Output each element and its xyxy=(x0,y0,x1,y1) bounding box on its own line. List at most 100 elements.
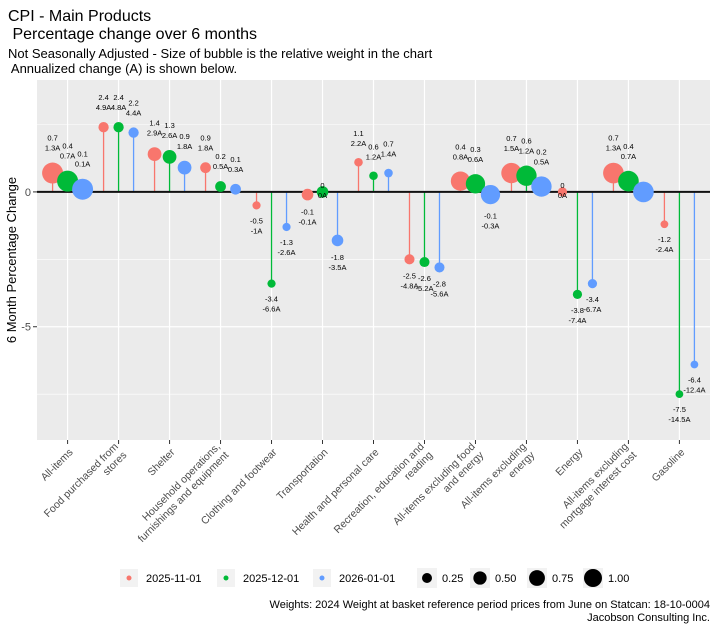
data-label-annualized: 0.5A xyxy=(213,162,228,171)
data-point-2025-12-01 xyxy=(215,181,226,192)
data-point-2025-12-01 xyxy=(369,171,378,181)
data-label-annualized: 4.4A xyxy=(126,108,141,117)
legend-color-dot xyxy=(319,575,325,581)
data-label-value: 0 xyxy=(320,181,324,190)
x-tick-label-line: Shelter xyxy=(145,446,177,478)
data-point-2026-01-01 xyxy=(72,178,94,200)
data-point-2025-11-01 xyxy=(660,220,669,229)
data-label-value: 0.3 xyxy=(470,145,480,154)
data-label-value: 0.9 xyxy=(179,132,189,141)
chart-subtitle: Not Seasonally Adjusted - Size of bubble… xyxy=(8,46,433,61)
data-point-2025-11-01 xyxy=(252,201,261,210)
data-point-2025-12-01 xyxy=(113,122,124,133)
y-tick-label: -5 xyxy=(21,322,31,334)
data-label-annualized: 0.1A xyxy=(75,160,90,169)
chart-caption-line2: Jacobson Consulting Inc. xyxy=(587,612,710,624)
data-label-annualized: -4.8A xyxy=(401,281,419,290)
chart-subtitle-line2: Annualized change (A) is shown below. xyxy=(8,61,237,76)
data-label-annualized: 0.3A xyxy=(228,165,243,174)
data-label-annualized: -0.1A xyxy=(299,217,317,226)
data-point-2026-01-01 xyxy=(282,222,291,232)
data-point-2025-11-01 xyxy=(557,187,568,197)
data-label-annualized: 1.8A xyxy=(177,142,192,151)
data-label-annualized: 1.8A xyxy=(198,143,213,152)
data-label-value: -1.8 xyxy=(331,253,344,262)
data-point-2025-12-01 xyxy=(316,186,329,198)
data-point-2025-11-01 xyxy=(501,162,522,184)
data-label-value: 0.6 xyxy=(521,137,531,146)
data-label-annualized: -14.5A xyxy=(668,415,690,424)
data-label-value: 0.6 xyxy=(368,142,378,151)
x-tick-label: Shelter xyxy=(145,446,177,478)
chart-title: CPI - Main Products xyxy=(8,8,151,25)
data-label-value: 2.4 xyxy=(98,93,108,102)
data-label-annualized: 0.5A xyxy=(534,157,549,166)
data-point-2025-11-01 xyxy=(301,188,314,201)
data-point-2025-11-01 xyxy=(147,147,162,162)
data-label-value: -2.5 xyxy=(403,271,416,280)
data-label-annualized: 1.3A xyxy=(45,144,60,153)
x-tick-label-line: Gasoline xyxy=(650,446,688,484)
data-label-value: 0.1 xyxy=(230,155,240,164)
chart-caption: Weights: 2024 Weight at basket reference… xyxy=(270,599,710,611)
data-label-annualized: 4.8A xyxy=(111,103,126,112)
x-tick-label: Transportation xyxy=(274,446,330,502)
data-label-value: 0.2 xyxy=(215,152,225,161)
data-point-2025-12-01 xyxy=(675,390,684,399)
data-point-2026-01-01 xyxy=(587,278,598,289)
x-tick-label: Gasoline xyxy=(650,446,688,484)
data-point-2026-01-01 xyxy=(230,183,241,195)
y-tick-label: 0 xyxy=(25,187,31,199)
x-tick-label-line: Energy xyxy=(553,446,586,479)
data-label-annualized: -5.2A xyxy=(416,284,434,293)
data-label-annualized: -7.4A xyxy=(568,316,586,325)
data-label-value: 0.1 xyxy=(77,150,87,159)
data-point-2026-01-01 xyxy=(434,262,445,273)
data-point-2025-11-01 xyxy=(404,254,415,265)
legend-size-circle xyxy=(529,570,545,586)
data-label-value: 0.9 xyxy=(200,133,210,142)
data-label-value: -0.1 xyxy=(301,207,314,216)
data-label-value: -1.3 xyxy=(280,238,293,247)
data-label-value: 0.7 xyxy=(383,140,393,149)
data-label-annualized: 0.7A xyxy=(621,152,636,161)
data-label-annualized: 0.6A xyxy=(468,155,483,164)
data-label-value: 0.4 xyxy=(455,142,465,151)
data-label-value: -2.8 xyxy=(433,279,446,288)
legend-size-label: 0.50 xyxy=(495,573,516,585)
data-label-value: -3.8 xyxy=(571,306,584,315)
data-point-2025-12-01 xyxy=(465,174,486,194)
data-label-value: 0.4 xyxy=(62,142,72,151)
data-point-2026-01-01 xyxy=(531,176,552,197)
data-point-2025-12-01 xyxy=(516,165,537,186)
data-label-annualized: -2.4A xyxy=(655,245,673,254)
legend-size-label: 0.25 xyxy=(442,573,463,585)
legend-color-label: 2025-11-01 xyxy=(146,573,201,585)
legend-size-circle xyxy=(422,573,432,583)
data-point-2026-01-01 xyxy=(480,184,501,205)
data-point-2025-11-01 xyxy=(354,157,363,167)
x-tick-label-line: All-items excluding food xyxy=(391,441,478,528)
x-tick-label: Household operations,furnishings and equ… xyxy=(127,441,231,545)
data-marks: 0.71.3A 0.40.7A 0.10.1A2.44.9A2.44.8A2.24.… xyxy=(37,93,710,424)
data-label-annualized: 0A xyxy=(558,191,567,200)
data-label-value: -7.5 xyxy=(673,405,686,414)
data-label-annualized: 1.3A xyxy=(606,144,621,153)
data-point-2026-01-01 xyxy=(128,127,139,138)
legend: 2025-11-01 2025-12-01 2026-01-01 0.25 0.50 0.… xyxy=(120,568,629,588)
data-point-2025-12-01 xyxy=(572,289,583,299)
data-label-annualized: -1A xyxy=(251,226,263,235)
data-label-annualized: 1.4A xyxy=(381,150,396,159)
data-label-annualized: 1.2A xyxy=(366,152,381,161)
legend-size-circle xyxy=(584,569,602,587)
data-label-annualized: -12.4A xyxy=(683,385,705,394)
data-label-annualized: -3.5A xyxy=(329,263,347,272)
data-point-2025-11-01 xyxy=(200,162,211,174)
data-label-value: -6.4 xyxy=(688,375,701,384)
legend-size-label: 1.00 xyxy=(608,573,629,585)
data-label-annualized: -6.7A xyxy=(583,305,601,314)
data-label-value: 1.1 xyxy=(353,129,363,138)
